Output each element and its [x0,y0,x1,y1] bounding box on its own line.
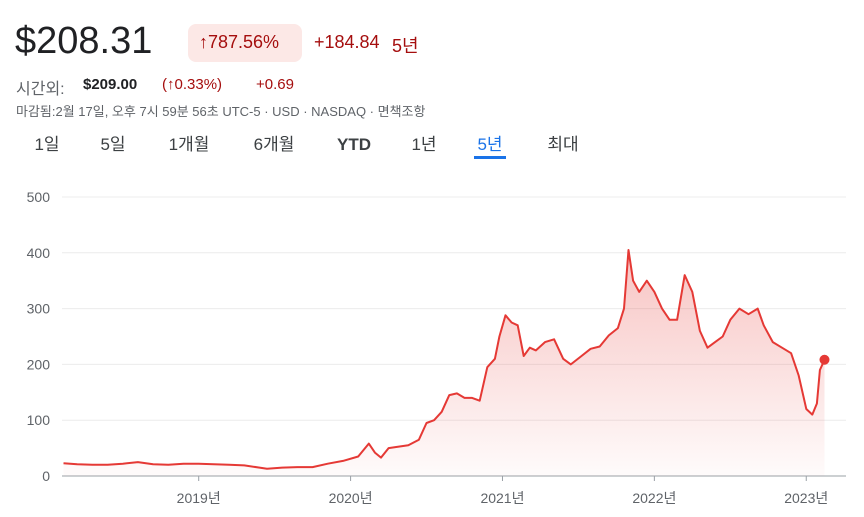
range-tab[interactable]: 5년 [477,135,502,154]
after-hours-percent: (↑0.33%) [162,76,223,93]
x-tick-label: 2021년 [480,490,524,506]
selected-tab-underline [474,156,506,159]
y-tick-label: 400 [27,245,51,261]
range-tab[interactable]: 5일 [100,135,125,154]
x-tick-label: 2019년 [177,490,221,506]
after-hours-label: 시간외: [16,81,65,98]
change-absolute: +184.84 [314,32,380,52]
y-tick-label: 100 [27,412,51,428]
x-tick-label: 2023년 [784,490,828,506]
price-line [63,249,826,470]
area-fill [63,250,825,476]
market-info: 마감됨:2월 17일, 오후 7시 59분 56초 UTC-5 · USD · … [16,104,426,119]
change-badge [188,24,302,62]
range-tab[interactable]: 1년 [411,135,436,154]
range-tab[interactable]: 최대 [547,135,578,154]
after-hours-price: $209.00 [83,76,138,93]
range-tab[interactable]: 1일 [34,135,59,154]
after-hours-change: +0.69 [256,76,294,93]
y-tick-label: 500 [27,189,51,205]
x-tick-label: 2020년 [329,490,373,506]
period: 5년 [392,36,419,56]
x-tick-label: 2022년 [632,490,676,506]
range-tab[interactable]: YTD [337,135,371,154]
price: $208.31 [15,20,153,62]
range-tab[interactable]: 6개월 [254,135,295,154]
y-tick-label: 300 [27,301,51,317]
range-tab[interactable]: 1개월 [169,135,210,154]
y-tick-label: 0 [42,468,50,484]
y-tick-label: 200 [27,356,51,372]
last-point [819,354,830,365]
change-percent: ↑787.56% [199,32,280,52]
